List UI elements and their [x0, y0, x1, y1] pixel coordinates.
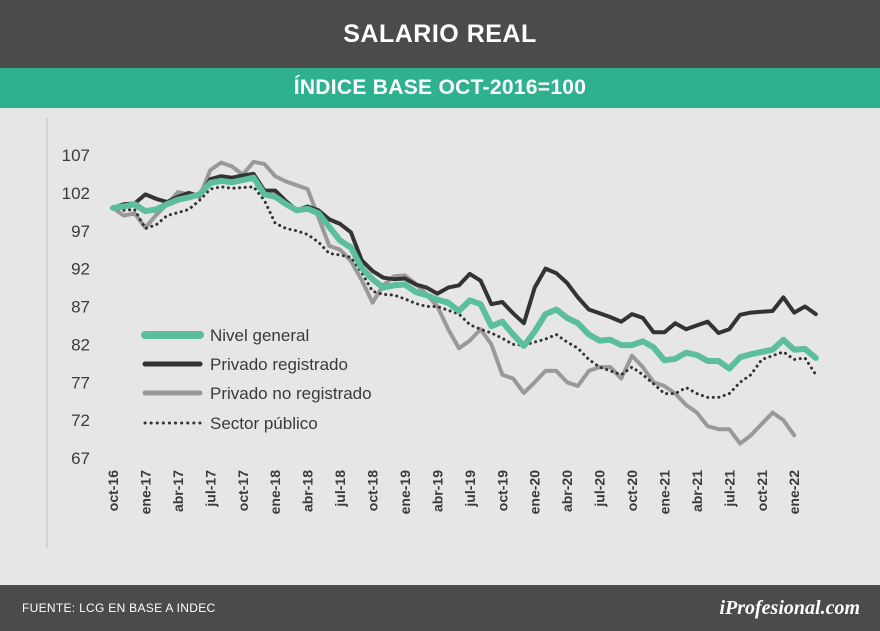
x-tick-label: jul-20 — [592, 470, 608, 508]
x-tick-label: jul-19 — [462, 470, 478, 508]
x-tick-label: jul-17 — [202, 470, 218, 508]
y-tick-label: 87 — [71, 298, 90, 317]
chart-subtitle: ÍNDICE BASE OCT-2016=100 — [0, 68, 880, 108]
x-tick-label: oct-17 — [235, 470, 251, 511]
series-line-2 — [111, 171, 818, 335]
x-tick-label: ene-19 — [397, 470, 413, 515]
chart-series — [110, 159, 819, 446]
chart-title: SALARIO REAL — [0, 0, 880, 68]
x-tick-label: abr-19 — [429, 470, 445, 512]
y-tick-label: 107 — [62, 146, 90, 165]
x-tick-label: ene-21 — [656, 470, 672, 515]
legend-label: Privado registrado — [210, 355, 348, 374]
y-tick-label: 102 — [62, 184, 90, 203]
x-tick-label: oct-20 — [624, 470, 640, 511]
line-chart: 67 72 77 82 87 92 97 102 107 oct-16 ene-17 abr-17 ju… — [46, 118, 819, 548]
y-tick-label: 77 — [71, 373, 90, 392]
x-tick-label: abr-17 — [170, 470, 186, 512]
x-tick-label: jul-18 — [332, 470, 348, 508]
chart-legend: Nivel general Privado registrado Privado n… — [141, 326, 372, 433]
series-line-3 — [111, 159, 797, 446]
x-tick-label: oct-19 — [494, 470, 510, 511]
y-tick-label: 97 — [71, 222, 90, 241]
x-tick-label: ene-20 — [527, 470, 543, 515]
x-tick-label: oct-21 — [754, 470, 770, 511]
footer: FUENTE: LCG EN BASE A INDEC iProfesional… — [0, 585, 880, 631]
y-tick-label: 82 — [71, 335, 90, 354]
x-tick-label: ene-18 — [267, 470, 283, 515]
x-tick-label: oct-18 — [365, 470, 381, 511]
legend-label: Privado no registrado — [210, 384, 372, 403]
y-tick-label: 72 — [71, 411, 90, 430]
x-tick-label: abr-21 — [689, 470, 705, 512]
x-tick-label: jul-21 — [721, 470, 737, 508]
series-line-1 — [110, 174, 819, 372]
y-tick-label: 92 — [71, 260, 90, 279]
x-tick-label: abr-20 — [559, 470, 575, 512]
series-line-4 — [111, 185, 818, 399]
source-note: FUENTE: LCG EN BASE A INDEC — [22, 601, 216, 615]
x-tick-label: abr-18 — [300, 470, 316, 512]
brand-logo: iProfesional.com — [719, 596, 860, 619]
chart-axes: 67 72 77 82 87 92 97 102 107 oct-16 ene-17 abr-17 ju… — [46, 118, 802, 548]
legend-label: Sector público — [210, 414, 318, 433]
x-tick-label: ene-17 — [137, 470, 153, 515]
x-tick-label: oct-16 — [105, 470, 121, 511]
chart-area: 67 72 77 82 87 92 97 102 107 oct-16 ene-17 abr-17 ju… — [0, 108, 880, 585]
legend-label: Nivel general — [210, 326, 309, 345]
y-tick-label: 67 — [71, 449, 90, 468]
x-tick-label: ene-22 — [786, 470, 802, 515]
